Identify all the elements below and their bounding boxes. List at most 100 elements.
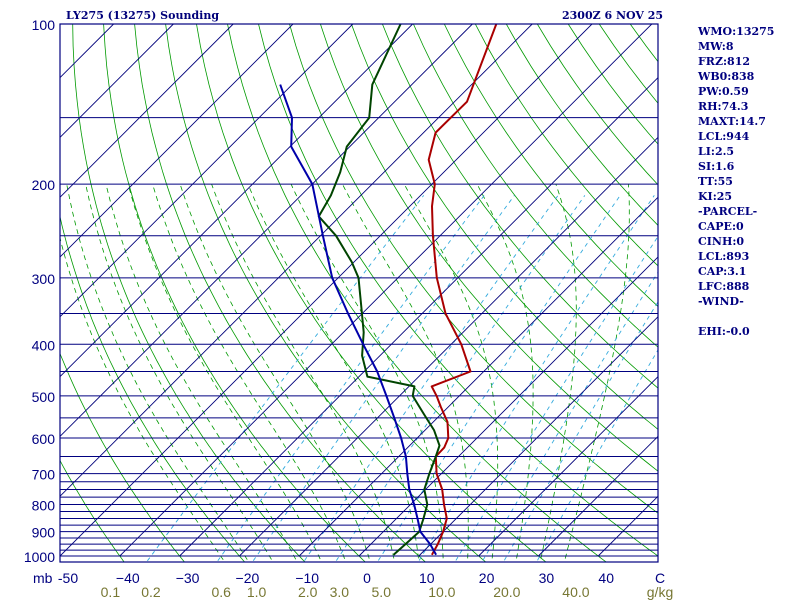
- dry-adiabat: [134, 24, 426, 562]
- dry-adiabat: [60, 352, 185, 562]
- dry-adiabat: [60, 459, 125, 562]
- sounding-traces: [279, 24, 498, 556]
- moist-adiabat: [476, 183, 534, 562]
- isotherm: [60, 24, 533, 497]
- stat-line: RH:74.3: [698, 100, 749, 113]
- stat-line: MW:8: [698, 40, 734, 53]
- temperature-tick-label: −10: [295, 570, 319, 586]
- mixing-ratio-unit-label: g/kg: [647, 584, 673, 600]
- isotherm: [478, 375, 658, 557]
- isotherms: [60, 24, 658, 557]
- stat-line: PW:0.59: [698, 85, 749, 98]
- stability-index-panel: WMO:13275 MW:8 FRZ:812 WB0:838 PW:0.59 RH:74.…: [698, 24, 798, 339]
- moist-adiabat: [105, 184, 298, 562]
- valid-time: 2300Z 6 NOV 25: [562, 9, 664, 22]
- dry-adiabat: [165, 24, 487, 562]
- isotherm: [60, 24, 174, 139]
- stat-line: MAXT:14.7: [698, 115, 766, 128]
- isobars: [60, 24, 658, 557]
- dry-adiabat: [474, 24, 658, 267]
- moist-adiabat: [152, 183, 347, 562]
- pressure-tick-label: 100: [32, 17, 56, 33]
- moist-adiabat: [290, 183, 444, 562]
- moist-adiabat: [211, 183, 395, 562]
- mixing-ratio-line: [417, 195, 655, 562]
- mixing-ratio-label: 5.0: [372, 584, 392, 600]
- stat-line: CAPE:0: [698, 220, 744, 233]
- mixing-ratio-line: [145, 195, 425, 562]
- temperature-tick-label: −20: [236, 570, 260, 586]
- mixing-ratio-label: 0.6: [211, 584, 231, 600]
- temperature-trace: [427, 24, 498, 556]
- temperature-tick-label: −40: [116, 570, 140, 586]
- stat-line: LCL:944: [698, 130, 750, 143]
- pressure-tick-label: 200: [32, 177, 56, 193]
- pressure-tick-label: 600: [32, 431, 56, 447]
- mixing-ratio-label: 2.0: [298, 584, 318, 600]
- stat-spacer: [698, 309, 798, 324]
- stat-line: KI:25: [698, 190, 733, 203]
- temperature-tick-label: 20: [479, 570, 495, 586]
- dry-adiabat: [60, 215, 246, 562]
- moist-adiabat: [66, 184, 250, 562]
- pressure-tick-label: 400: [32, 337, 56, 353]
- dry-adiabat: [382, 24, 658, 389]
- dry-adiabat: [196, 24, 547, 562]
- isotherm: [60, 24, 294, 258]
- stat-line: CINH:0: [698, 235, 745, 248]
- isotherm: [418, 316, 658, 557]
- mixing-ratio-label: 3.0: [330, 584, 350, 600]
- moist-adiabat: [403, 183, 499, 562]
- isotherm: [60, 24, 354, 318]
- isotherm: [239, 136, 658, 557]
- isotherm: [60, 24, 234, 198]
- dry-adiabats: [60, 24, 658, 562]
- stat-line: SI:1.6: [698, 160, 735, 173]
- stat-line: WB0:838: [698, 70, 755, 83]
- isotherm: [60, 24, 473, 438]
- temperature-tick-label: 10: [419, 570, 435, 586]
- isotherm: [60, 24, 413, 378]
- moist-adiabat: [85, 184, 274, 562]
- pressure-tick-label: 500: [32, 389, 56, 405]
- dry-adiabat: [258, 24, 658, 557]
- moist-adiabat: [179, 183, 371, 562]
- pressure-tick-label: 800: [32, 497, 56, 513]
- stat-line: LCL:893: [698, 250, 750, 263]
- dry-adiabat: [443, 24, 658, 307]
- stat-line: TT:55: [698, 175, 733, 188]
- stat-line: WMO:13275: [698, 25, 775, 38]
- mixing-ratio-label: 10.0: [428, 584, 455, 600]
- isotherm: [179, 76, 658, 557]
- temperature-unit-label: C: [655, 570, 665, 586]
- mixing-ratio-label: 1.0: [247, 584, 267, 600]
- stat-line: -WIND-: [698, 295, 744, 308]
- mixing-ratio-label: 20.0: [493, 584, 520, 600]
- dry-adiabat: [413, 24, 658, 348]
- station-title: LY275 (13275) Sounding: [66, 9, 220, 22]
- mixing-ratio-line: [502, 301, 658, 562]
- stat-line: FRZ:812: [698, 55, 751, 68]
- temperature-tick-label: -50: [58, 570, 78, 586]
- stat-line: CAP:3.1: [698, 265, 747, 278]
- pressure-tick-label: 700: [32, 467, 56, 483]
- temperature-tick-label: −30: [176, 570, 200, 586]
- parcel-trace: [279, 84, 437, 556]
- isotherm: [60, 24, 114, 79]
- isotherm: [298, 196, 658, 557]
- pressure-unit-label: mb: [33, 570, 53, 586]
- isotherm: [358, 256, 658, 557]
- temperature-tick-label: 0: [363, 570, 371, 586]
- pressure-tick-label: 900: [32, 525, 56, 541]
- stat-line: LI:2.5: [698, 145, 735, 158]
- mixing-ratio-label: 0.1: [101, 584, 121, 600]
- mixing-ratio-line: [251, 195, 515, 562]
- moist-adiabat: [60, 236, 226, 562]
- isotherm: [538, 435, 658, 557]
- moist-adiabats: [60, 183, 630, 562]
- dry-adiabat: [351, 24, 658, 430]
- stat-line: EHI:-0.0: [698, 325, 750, 338]
- dry-adiabat: [72, 24, 306, 562]
